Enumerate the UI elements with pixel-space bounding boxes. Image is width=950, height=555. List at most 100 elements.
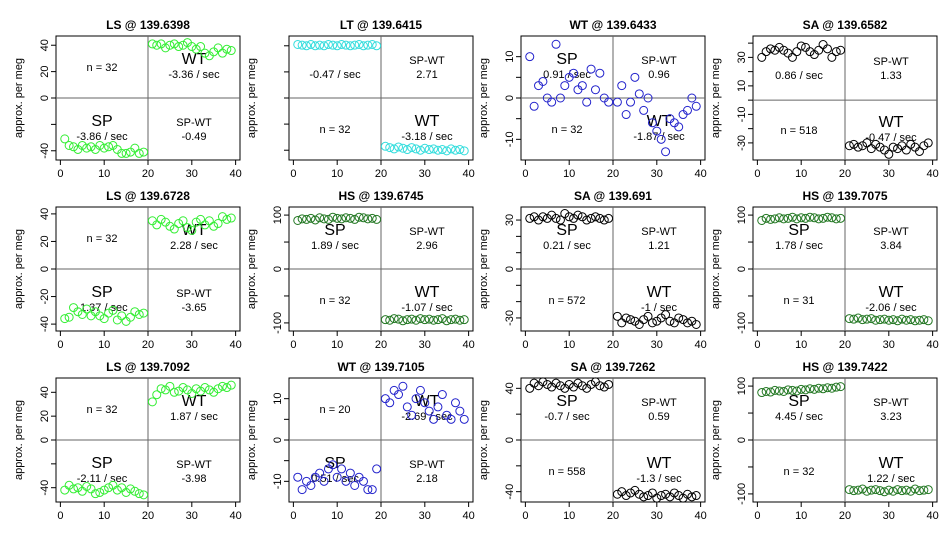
wt-rate-label: -2.06 / sec: [865, 302, 917, 314]
sp-data-point: [341, 40, 351, 50]
wt-data-point: [643, 93, 653, 103]
sp-data-point: [367, 39, 377, 49]
y-tick-label: 10: [504, 51, 516, 63]
sp-data-point: [761, 213, 771, 223]
panel-5: LS @ 139.6728 0 10 20 30 40 -40 -20 0 20 40 approx.…: [13, 189, 242, 351]
wt-data-point: [621, 313, 631, 323]
sp-data-point: [595, 381, 605, 391]
wt-data-point: [420, 143, 430, 153]
panel-title: HS @ 139.7422: [802, 360, 887, 374]
sp-label: SP: [91, 284, 112, 301]
wt-data-point: [226, 213, 236, 223]
sp-data-point: [599, 215, 609, 225]
spwt-label: SP-WT: [176, 117, 212, 129]
y-axis-label: approx. per meg: [246, 400, 258, 480]
panel-title: SA @ 139.6582: [803, 18, 888, 32]
wt-rate-label: -1.3 / sec: [636, 473, 682, 485]
wt-data-point: [661, 489, 671, 499]
sp-data-point: [582, 97, 592, 107]
x-tick-label: 0: [290, 168, 296, 180]
sp-rate-label: -0.7 / sec: [544, 411, 590, 423]
wt-data-point: [643, 311, 653, 321]
y-tick-label: 40: [39, 386, 51, 398]
wt-label: WT: [182, 51, 207, 68]
x-tick-label: 30: [419, 168, 431, 180]
x-tick-label: 40: [694, 339, 706, 351]
sp-data-point: [73, 307, 83, 317]
y-tick-label: 10: [272, 393, 284, 405]
sp-data-point: [547, 97, 557, 107]
sp-data-point: [134, 489, 144, 499]
sp-label: SP: [556, 222, 577, 239]
sp-rate-label: 0.91 / sec: [543, 69, 591, 81]
sp-data-point: [783, 385, 793, 395]
x-tick-label: 20: [607, 168, 619, 180]
panel-3: WT @ 139.6433 0 10 20 30 40 -10 0 10 approx. per …: [478, 18, 707, 180]
wt-data-point: [213, 43, 223, 53]
wt-data-point: [222, 44, 232, 54]
wt-data-point: [165, 40, 175, 50]
wt-data-point: [652, 493, 662, 503]
wt-data-point: [152, 220, 162, 230]
wt-data-point: [209, 221, 219, 231]
wt-data-point: [385, 315, 395, 325]
y-tick-label: -40: [39, 316, 51, 332]
wt-data-point: [222, 383, 232, 393]
sp-data-point: [573, 210, 583, 220]
wt-rate-label: 1.87 / sec: [170, 411, 218, 423]
wt-data-point: [914, 146, 924, 156]
wt-data-point: [661, 147, 671, 157]
spwt-label: SP-WT: [409, 55, 445, 67]
sp-data-point: [323, 214, 333, 224]
wt-data-point: [169, 39, 179, 49]
wt-data-point: [647, 118, 657, 128]
y-tick-label: 20: [39, 235, 51, 247]
sp-data-point: [134, 309, 144, 319]
x-tick-label: 10: [98, 510, 110, 522]
wt-data-point: [923, 485, 933, 495]
wt-data-point: [656, 491, 666, 501]
sp-data-point: [809, 213, 819, 223]
wt-data-point: [893, 316, 903, 326]
sp-data-point: [130, 143, 140, 153]
sp-data-point: [814, 383, 824, 393]
wt-data-point: [858, 141, 868, 151]
x-tick-label: 20: [839, 339, 851, 351]
x-tick-label: 30: [883, 339, 895, 351]
sp-data-point: [805, 47, 815, 57]
x-tick-label: 40: [926, 510, 938, 522]
wt-data-point: [626, 315, 636, 325]
sp-data-point: [337, 39, 347, 49]
sp-data-point: [770, 214, 780, 224]
wt-data-point: [630, 72, 640, 82]
wt-data-point: [901, 485, 911, 495]
sp-data-point: [525, 52, 535, 62]
wt-data-point: [182, 223, 192, 233]
y-axis-label: approx. per meg: [478, 58, 490, 138]
spwt-label: SP-WT: [873, 56, 909, 68]
y-tick-label: -30: [504, 310, 516, 326]
sp-data-point: [801, 42, 811, 52]
spwt-label: SP-WT: [409, 226, 445, 238]
wt-data-point: [446, 144, 456, 154]
panel-title: LT @ 139.6415: [340, 18, 423, 32]
x-tick-label: 40: [694, 168, 706, 180]
sp-data-point: [310, 215, 320, 225]
wt-data-point: [217, 212, 227, 222]
wt-data-point: [156, 384, 166, 394]
wt-data-point: [213, 384, 223, 394]
sp-data-point: [121, 148, 131, 158]
y-tick-label: 0: [736, 437, 748, 443]
x-tick-label: 30: [186, 168, 198, 180]
sp-data-point: [831, 382, 841, 392]
sp-data-point: [779, 386, 789, 396]
sp-data-point: [595, 68, 605, 78]
wt-rate-label: -1.07 / sec: [401, 302, 453, 314]
sp-data-point: [801, 385, 811, 395]
wt-data-point: [433, 402, 443, 412]
sp-rate-label: 0.21 / sec: [543, 240, 591, 252]
wt-data-point: [407, 143, 417, 153]
x-tick-label: 10: [795, 339, 807, 351]
y-tick-label: -100: [272, 312, 284, 334]
sp-data-point: [761, 386, 771, 396]
